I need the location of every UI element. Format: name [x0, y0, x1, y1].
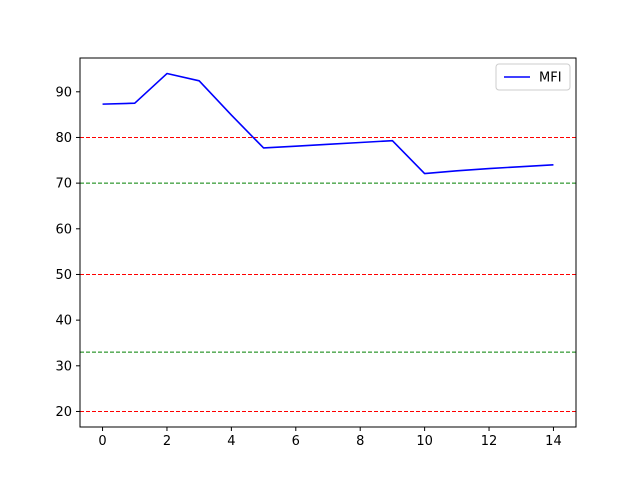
x-tick-label: 2: [163, 434, 171, 449]
y-tick-label: 40: [55, 314, 72, 329]
x-tick-label: 4: [227, 434, 235, 449]
x-tick-label: 6: [292, 434, 300, 449]
y-tick-label: 20: [55, 405, 72, 420]
y-tick-label: 80: [55, 131, 72, 146]
y-tick-label: 60: [55, 222, 72, 237]
series-line-mfi: [102, 72, 554, 175]
y-tick-label: 50: [55, 268, 72, 283]
x-tick-label: 10: [416, 434, 433, 449]
x-tick-label: 0: [98, 434, 106, 449]
y-tick-label: 70: [55, 177, 72, 192]
legend-label: MFI: [539, 71, 562, 86]
x-tick-label: 14: [545, 434, 562, 449]
x-tick-label: 8: [356, 434, 364, 449]
legend: MFI: [495, 63, 571, 91]
plot-area-frame: [79, 57, 577, 428]
x-axis: 0 2 4 6 8 10 12 14: [98, 427, 562, 449]
x-tick-label: 12: [481, 434, 498, 449]
y-tick-label: 90: [55, 85, 72, 100]
series-lines: [102, 72, 554, 175]
legend-box: [495, 63, 571, 91]
y-tick-label: 30: [55, 359, 72, 374]
reference-lines: [80, 136, 576, 412]
y-axis: 20 30 40 50 60 70 80 90: [55, 85, 80, 420]
